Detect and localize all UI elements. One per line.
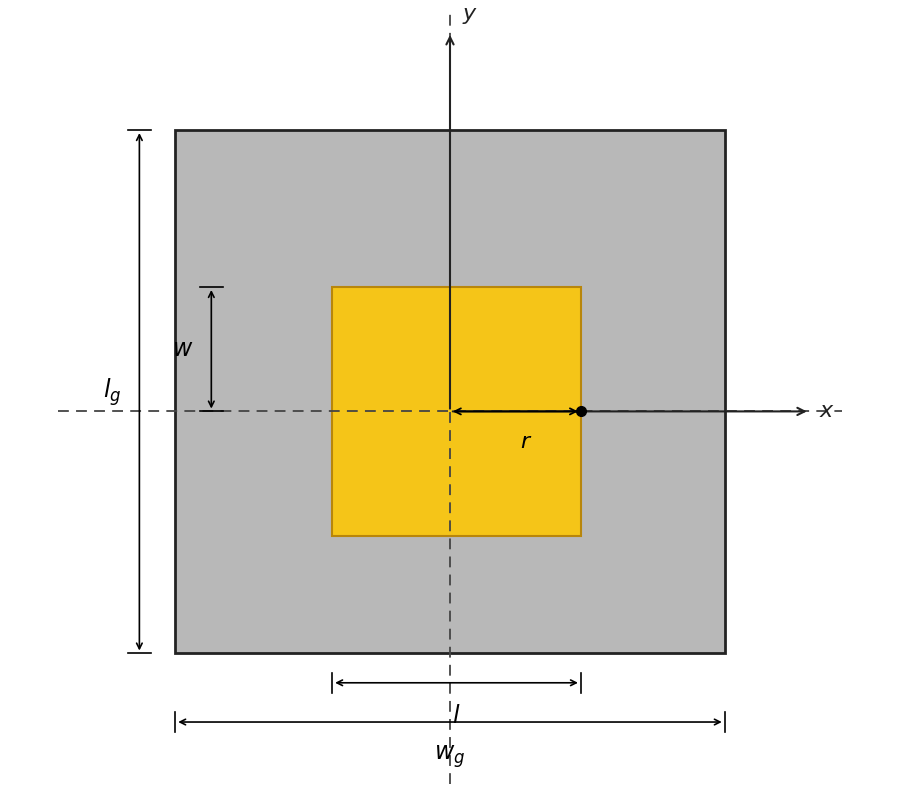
Bar: [176, 130, 725, 654]
Bar: [332, 287, 580, 536]
Text: $r$: $r$: [519, 432, 532, 452]
Text: $w_g$: $w_g$: [435, 743, 465, 770]
Text: $w$: $w$: [172, 338, 193, 362]
Text: $x$: $x$: [820, 402, 835, 422]
Text: $l$: $l$: [453, 704, 461, 728]
Text: $y$: $y$: [462, 6, 478, 26]
Text: $l_g$: $l_g$: [103, 376, 122, 408]
